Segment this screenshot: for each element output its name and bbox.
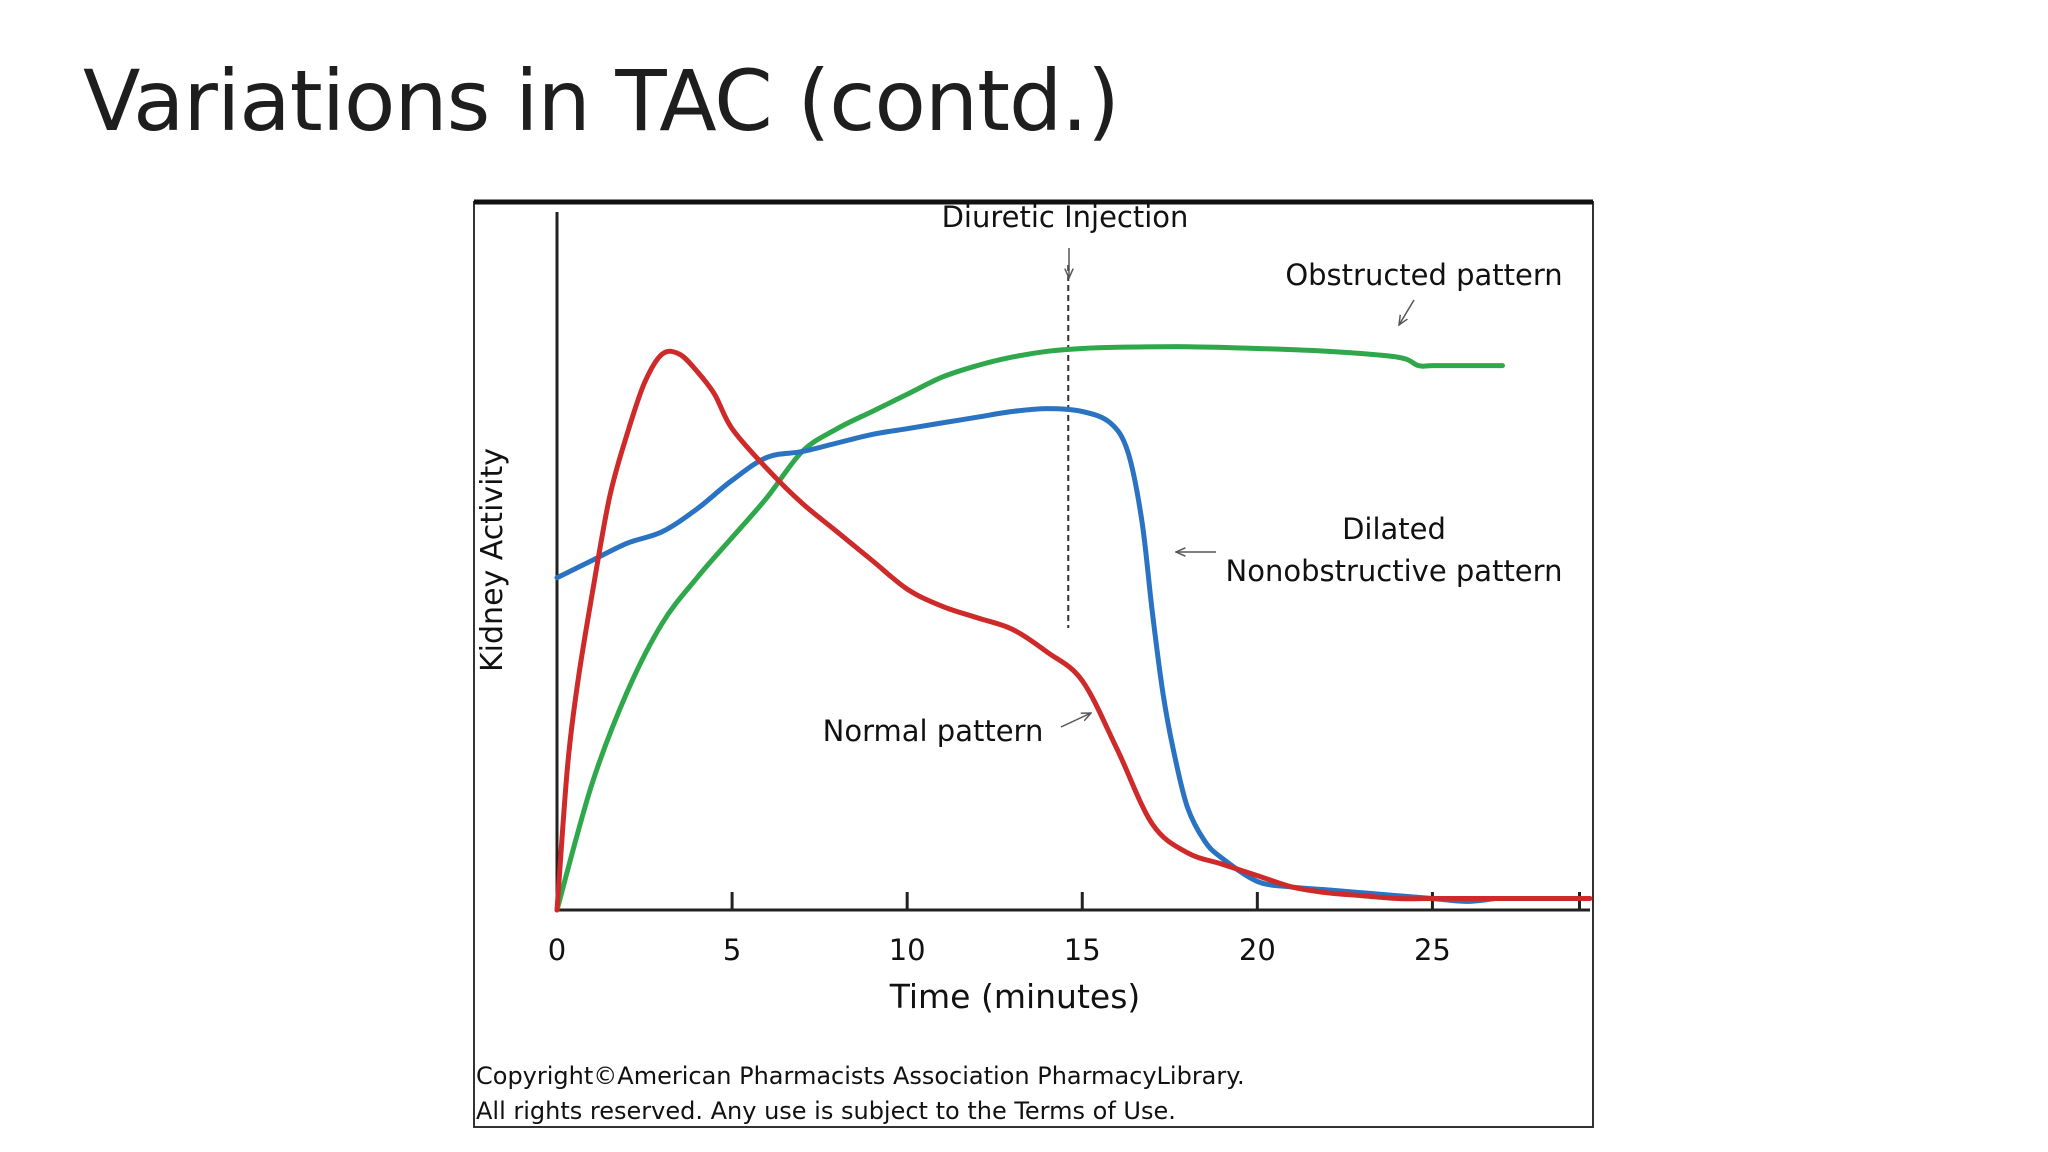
normal-pattern-label: Normal pattern <box>823 714 1044 748</box>
x-tick-label: 25 <box>1414 933 1451 967</box>
series-line-normal-pattern <box>554 348 1593 913</box>
x-tick-label: 0 <box>548 933 566 967</box>
diuretic-injection-label: Diuretic Injection <box>942 200 1189 234</box>
dilated-label-line1: Dilated <box>1342 512 1446 546</box>
series-line-obstructed-pattern <box>554 344 1505 913</box>
copyright-line-1: Copyright©American Pharmacists Associati… <box>476 1062 1245 1090</box>
x-tick-label: 10 <box>889 933 926 967</box>
x-tick-label: 20 <box>1239 933 1276 967</box>
slide-title: Variations in TAC (contd.) <box>83 52 1120 150</box>
dilated-label-line2: Nonobstructive pattern <box>1226 554 1563 588</box>
obstructed-arrow <box>1399 299 1415 325</box>
normal-arrow <box>1060 713 1091 728</box>
x-tick-label: 15 <box>1064 933 1101 967</box>
y-axis-label: Kidney Activity <box>475 448 510 672</box>
x-tick-label: 5 <box>723 933 741 967</box>
obstructed-pattern-label: Obstructed pattern <box>1285 258 1562 292</box>
x-axis-label: Time (minutes) <box>889 977 1141 1016</box>
copyright-line-2: All rights reserved. Any use is subject … <box>476 1097 1176 1125</box>
series-group <box>554 344 1593 913</box>
